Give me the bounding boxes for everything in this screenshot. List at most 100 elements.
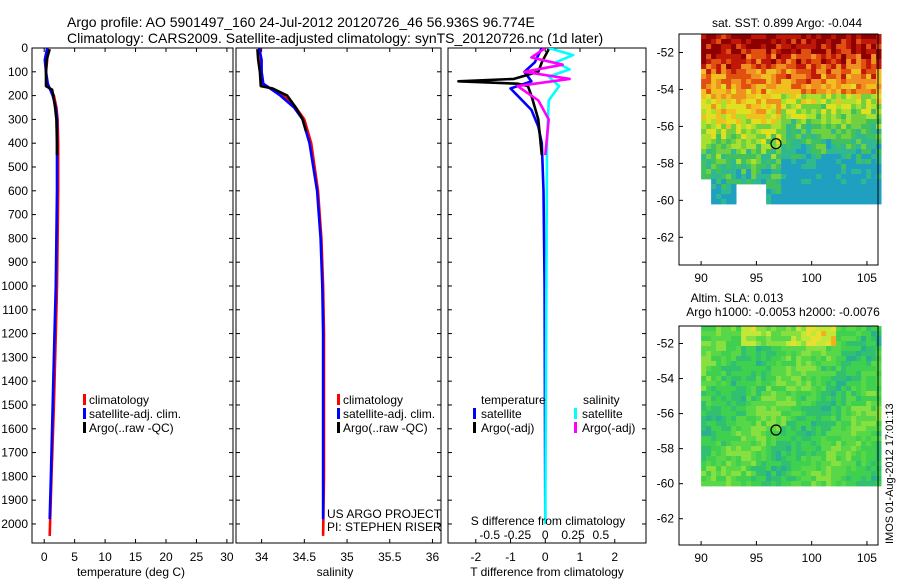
map-cell	[786, 381, 792, 387]
map-cell	[816, 99, 822, 105]
map-cell	[756, 54, 762, 60]
map-cell	[876, 481, 882, 487]
map-cell	[816, 109, 822, 115]
map-cell	[706, 381, 712, 387]
map-cell	[831, 49, 837, 55]
map-cell	[806, 371, 812, 377]
map-cell	[861, 54, 867, 60]
map-cell	[861, 49, 867, 55]
map-cell	[751, 99, 757, 105]
map-cell	[876, 174, 882, 180]
map-cell	[716, 341, 722, 347]
map-cell	[871, 401, 877, 407]
map-cell	[781, 49, 787, 55]
map-cell	[706, 114, 712, 120]
map-cell	[711, 371, 717, 377]
map-cell	[726, 461, 732, 467]
map-cell	[846, 386, 852, 392]
map-cell	[871, 356, 877, 362]
map-cell	[721, 481, 727, 487]
map-cell	[831, 189, 837, 195]
map-cell	[791, 466, 797, 472]
map-cell	[721, 149, 727, 155]
map-cell	[736, 179, 742, 185]
map-cell	[821, 124, 827, 130]
map-cell	[801, 59, 807, 65]
map-cell	[716, 74, 722, 80]
depth-tick-label: 600	[8, 184, 28, 198]
imos-timestamp: IMOS 01-Aug-2012 17:01:13	[884, 403, 896, 544]
map-cell	[796, 69, 802, 75]
map-cell	[751, 471, 757, 477]
map-cell	[721, 39, 727, 45]
map-cell	[706, 346, 712, 352]
map-cell	[816, 159, 822, 165]
map-cell	[851, 79, 857, 85]
map-cell	[746, 54, 752, 60]
map-cell	[756, 44, 762, 50]
map-cell	[851, 99, 857, 105]
map-cell	[791, 114, 797, 120]
map-cell	[736, 351, 742, 357]
map-cell	[811, 149, 817, 155]
map-cell	[816, 451, 822, 457]
map-cell	[726, 134, 732, 140]
map-cell	[701, 366, 707, 372]
map-cell	[796, 326, 802, 332]
map-cell	[876, 39, 882, 45]
map-cell	[806, 109, 812, 115]
map-cell	[801, 114, 807, 120]
map-cell	[791, 164, 797, 170]
map-cell	[826, 446, 832, 452]
map-cell	[711, 69, 717, 75]
map-cell	[871, 104, 877, 110]
map-cell	[741, 124, 747, 130]
map-cell	[841, 99, 847, 105]
map-cell	[716, 381, 722, 387]
map-cell	[721, 351, 727, 357]
map-cell	[796, 189, 802, 195]
map-cell	[741, 59, 747, 65]
map-cell	[866, 331, 872, 337]
map-cell	[706, 144, 712, 150]
map-cell	[741, 119, 747, 125]
map-cell	[876, 114, 882, 120]
map-cell	[831, 164, 837, 170]
map-cell	[831, 179, 837, 185]
map-cell	[811, 421, 817, 427]
map-cell	[766, 54, 772, 60]
map-cell	[796, 411, 802, 417]
map-cell	[701, 471, 707, 477]
map-cell	[726, 54, 732, 60]
x-tick-label: 35	[340, 550, 354, 564]
map-cell	[746, 386, 752, 392]
map-cell	[836, 49, 842, 55]
map-cell	[836, 119, 842, 125]
map-cell	[731, 54, 737, 60]
map-cell	[866, 189, 872, 195]
map-cell	[851, 361, 857, 367]
map-cell	[771, 169, 777, 175]
map-cell	[751, 426, 757, 432]
map-cell	[726, 351, 732, 357]
map-cell	[761, 356, 767, 362]
map-cell	[756, 351, 762, 357]
map-cell	[826, 149, 832, 155]
map-cell	[701, 451, 707, 457]
map-cell	[701, 79, 707, 85]
map-cell	[721, 426, 727, 432]
map-cell	[831, 346, 837, 352]
map-cell	[866, 426, 872, 432]
map-cell	[826, 471, 832, 477]
map-cell	[836, 391, 842, 397]
map-cell	[706, 59, 712, 65]
map-cell	[731, 39, 737, 45]
map-cell	[866, 466, 872, 472]
map-cell	[801, 194, 807, 200]
map-cell	[726, 89, 732, 95]
map-cell	[701, 401, 707, 407]
x-tick-label: 2	[611, 550, 618, 564]
map-cell	[731, 426, 737, 432]
map-cell	[751, 406, 757, 412]
map-cell	[796, 159, 802, 165]
